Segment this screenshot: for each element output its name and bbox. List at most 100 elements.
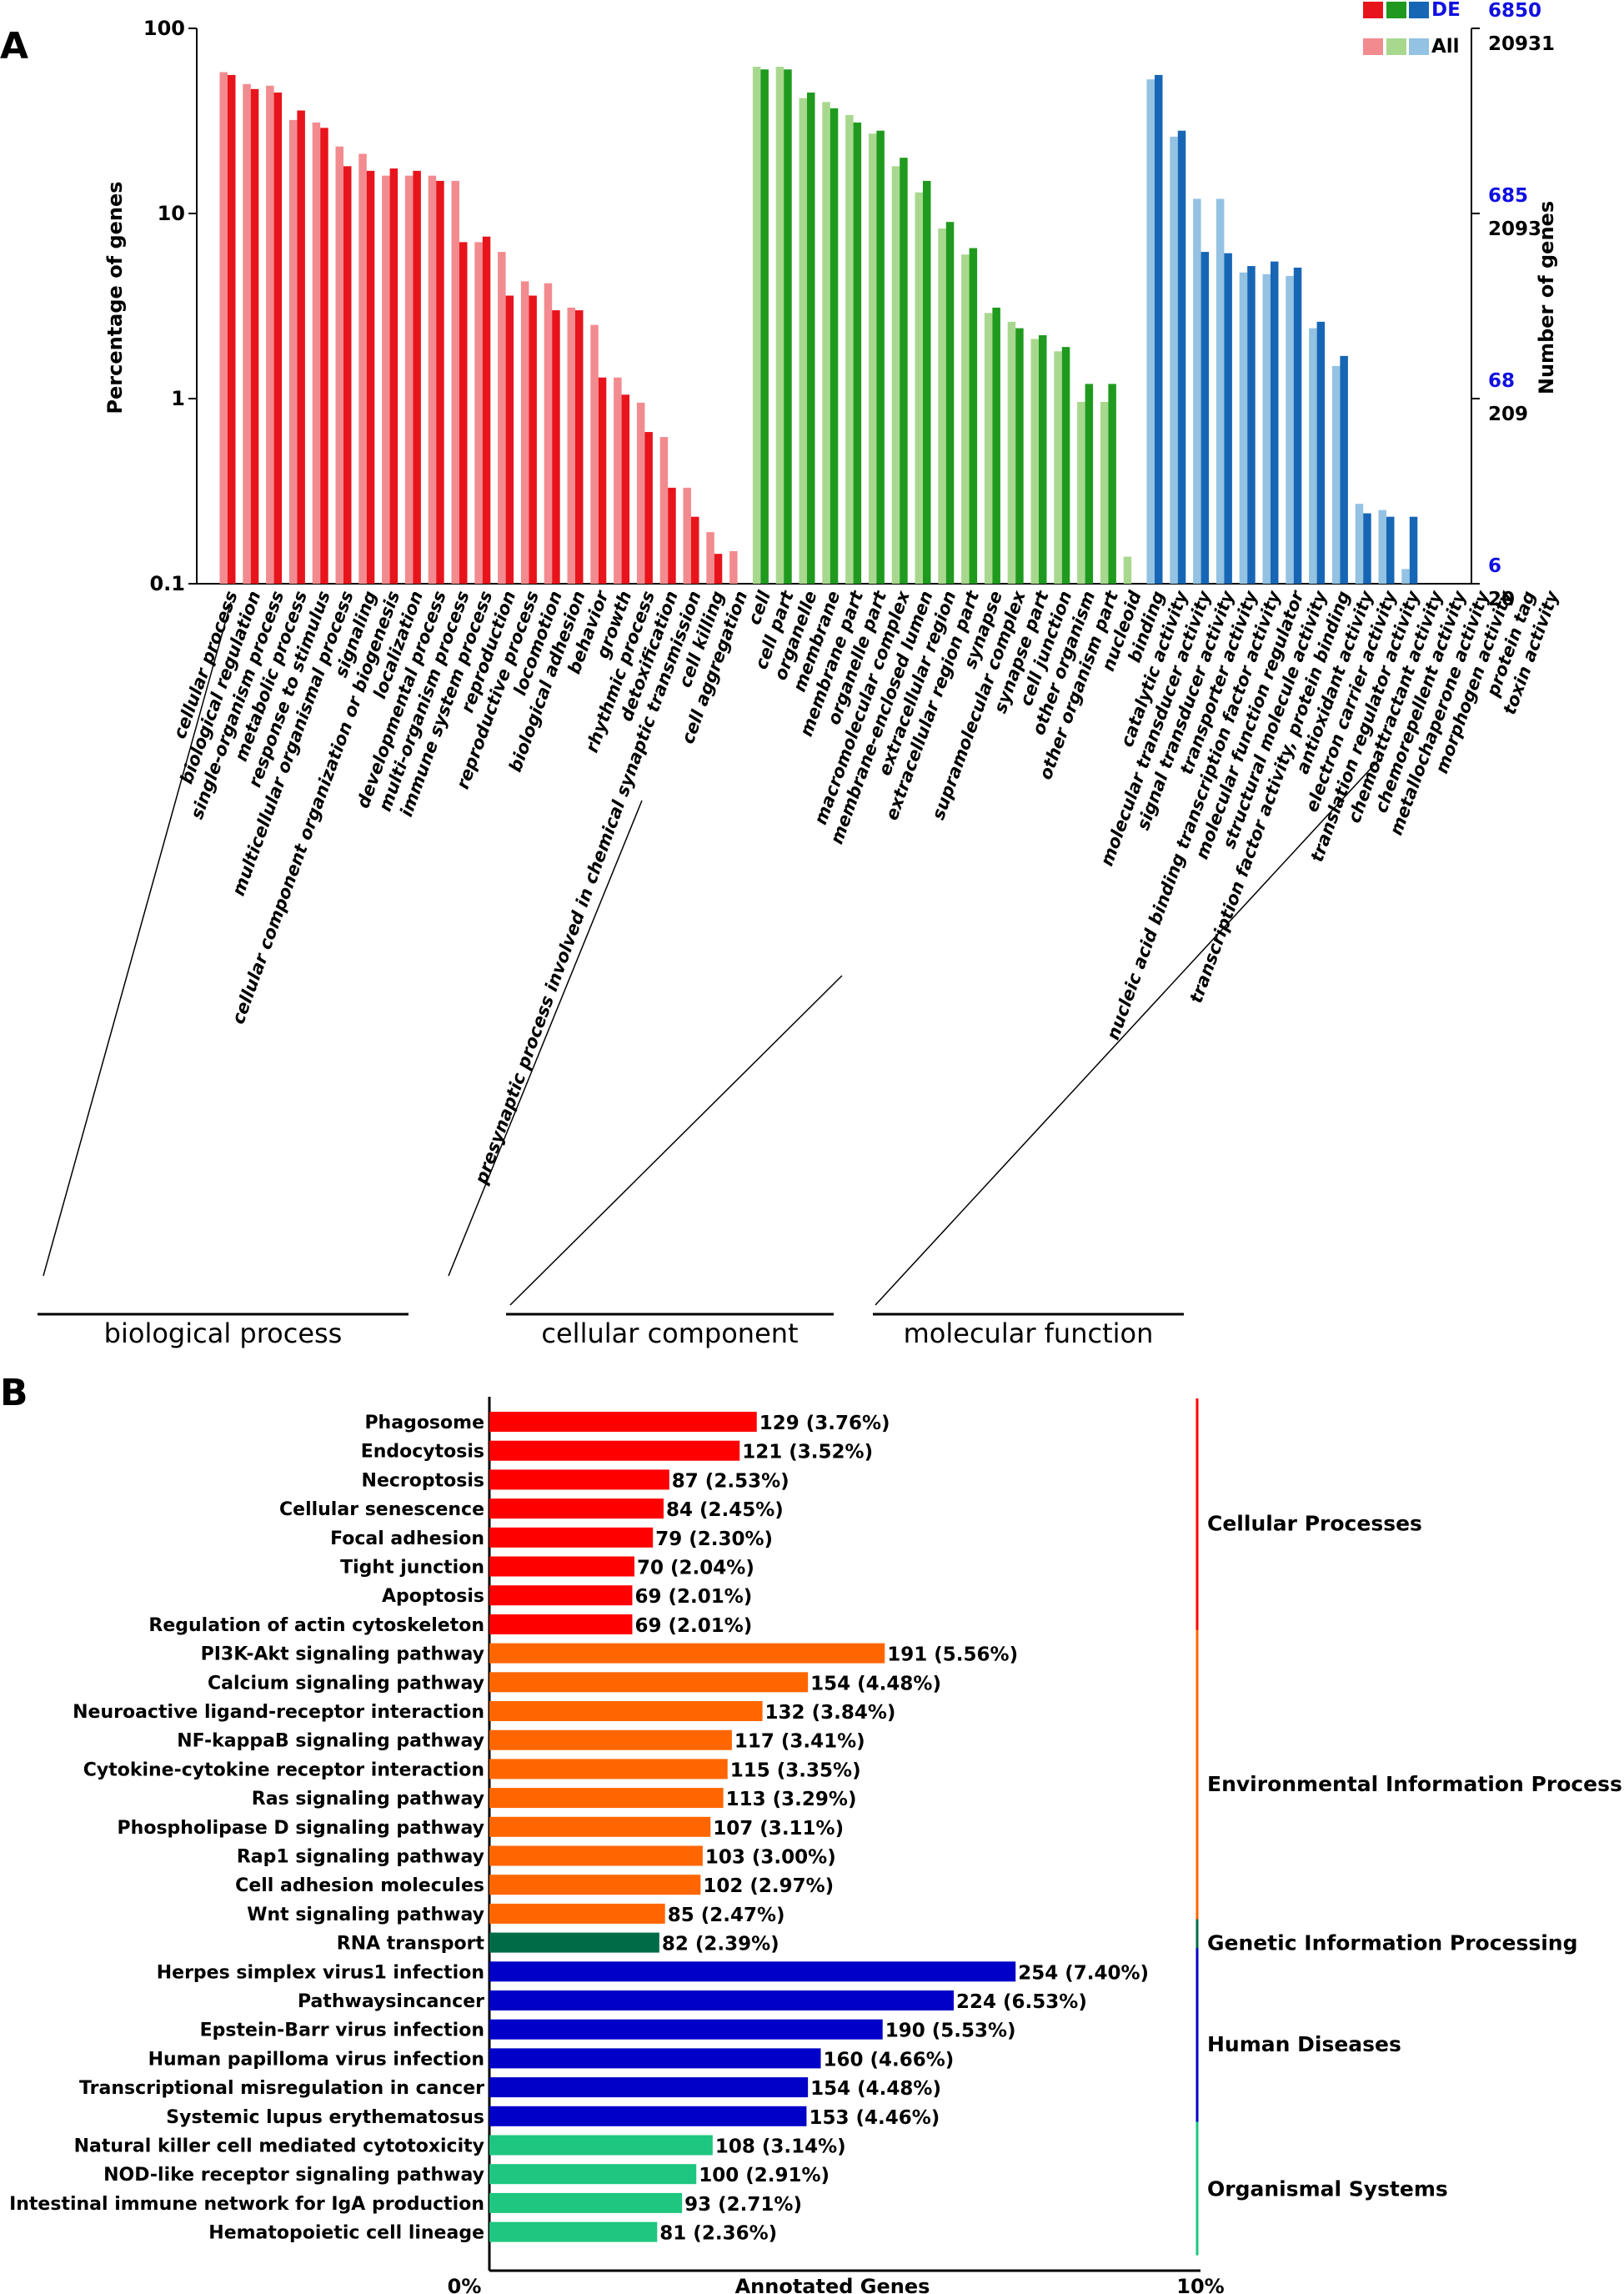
- label-connector: [43, 601, 232, 1277]
- bar-mf-all: [1309, 328, 1317, 584]
- kegg-category-label: Epstein-Barr virus infection: [200, 2020, 484, 2041]
- kegg-group-label: Genetic Information Processing: [1207, 1931, 1578, 1955]
- bar-bp-all: [659, 437, 669, 584]
- y-tick-label-left: 1: [171, 387, 185, 410]
- kegg-category-label: Pathwaysincancer: [298, 1991, 484, 2012]
- bar-bp-de: [297, 110, 305, 584]
- bar-bp-de: [482, 236, 491, 584]
- bar-cc-all: [938, 228, 946, 584]
- bar-bp-all: [428, 175, 437, 584]
- bar-bp-de: [413, 170, 421, 584]
- kegg-value-label: 254 (7.40%): [1018, 1962, 1149, 1984]
- bar-bp-de: [644, 432, 653, 584]
- kegg-category-label: Cellular senescence: [279, 1499, 484, 1520]
- kegg-category-label: Intestinal immune network for IgA produc…: [9, 2194, 484, 2215]
- bar-cc-de: [1015, 328, 1024, 584]
- bar-mf-de: [1271, 261, 1279, 584]
- legend-swatch-mf-all: [1409, 38, 1429, 55]
- bar-bp-all: [706, 532, 714, 584]
- kegg-category-label: Herpes simplex virus1 infection: [157, 1962, 484, 1983]
- bar-cc-all: [984, 313, 993, 584]
- kegg-bar: [489, 1556, 635, 1577]
- bar-cc-all: [1030, 339, 1039, 584]
- y-tick-label-right-all: 20931: [1488, 33, 1555, 55]
- bar-cc-all: [1077, 401, 1085, 584]
- bar-cc-all: [1007, 321, 1016, 584]
- kegg-value-label: 93 (2.71%): [684, 2194, 802, 2216]
- bar-bp-de: [552, 310, 560, 584]
- kegg-value-label: 81 (2.36%): [659, 2223, 777, 2245]
- bar-mf-de: [1155, 74, 1163, 584]
- bar-mf-all: [1331, 365, 1341, 584]
- kegg-bar: [489, 1875, 701, 1895]
- y-tick-label-right-de: 68: [1488, 370, 1515, 392]
- bar-bp-all: [358, 153, 367, 585]
- kegg-bar: [489, 1729, 732, 1750]
- go-annotation-chart: 1006850209311068520931682090.1620cellula…: [38, 0, 1563, 1349]
- bar-mf-de: [1247, 266, 1256, 584]
- kegg-bar: [489, 2164, 697, 2185]
- x-tick-label: 10%: [1176, 2275, 1224, 2294]
- bar-bp-all: [382, 175, 390, 584]
- kegg-bar: [489, 1469, 669, 1490]
- bar-bp-all: [288, 119, 298, 585]
- bar-cc-all: [822, 102, 830, 585]
- kegg-category-label: NF-kappaB signaling pathway: [177, 1731, 484, 1752]
- bar-cc-all: [1100, 401, 1109, 584]
- kegg-value-label: 87 (2.53%): [672, 1470, 789, 1492]
- bar-bp-all: [243, 83, 251, 584]
- bar-cc-all: [1123, 556, 1132, 584]
- y-axis-label-left: Percentage of genes: [103, 181, 127, 414]
- bar-bp-de: [389, 168, 398, 585]
- legend-swatch-bp-de: [1363, 2, 1383, 18]
- bar-bp-all: [219, 72, 228, 584]
- bar-cc-all: [799, 98, 807, 584]
- bar-mf-all: [1401, 569, 1410, 584]
- kegg-group-label: Human Diseases: [1207, 2032, 1401, 2056]
- bar-bp-all: [590, 324, 599, 584]
- kegg-value-label: 121 (3.52%): [742, 1442, 873, 1463]
- bar-bp-de: [366, 170, 375, 584]
- bar-bp-de: [505, 295, 514, 584]
- bar-cc-de: [1061, 347, 1070, 584]
- kegg-bar: [489, 2192, 683, 2213]
- kegg-bar: [489, 2019, 883, 2040]
- legend-label-all: All: [1431, 36, 1460, 58]
- label-connector: [448, 800, 643, 1277]
- bar-bp-de: [459, 242, 468, 584]
- kegg-bar: [489, 1585, 633, 1606]
- bar-mf-all: [1215, 198, 1225, 585]
- bar-bp-de: [575, 310, 584, 584]
- bar-mf-de: [1363, 513, 1371, 584]
- kegg-category-label: Regulation of actin cytoskeleton: [148, 1615, 484, 1636]
- kegg-value-label: 84 (2.45%): [666, 1499, 784, 1521]
- bar-mf-all: [1239, 272, 1248, 584]
- y-tick-label-right-de: 6850: [1488, 0, 1541, 22]
- kegg-group-label: Environmental Information Processing: [1207, 1772, 1624, 1796]
- bar-bp-de: [714, 554, 723, 584]
- y-axis-label-right: Number of genes: [1535, 201, 1558, 394]
- bar-bp-all: [404, 175, 414, 584]
- kegg-value-label: 160 (4.66%): [823, 2049, 954, 2071]
- kegg-category-label: Hematopoietic cell lineage: [208, 2223, 484, 2244]
- bar-cc-de: [900, 158, 908, 585]
- bar-cc-de: [853, 122, 862, 584]
- bar-cc-all: [845, 115, 854, 585]
- kegg-value-label: 103 (3.00%): [705, 1847, 836, 1869]
- bar-cc-de: [992, 307, 1000, 584]
- kegg-bar: [489, 1701, 763, 1721]
- kegg-category-label: Calcium signaling pathway: [208, 1673, 484, 1694]
- kegg-bar: [489, 1816, 711, 1837]
- bar-mf-all: [1193, 198, 1201, 585]
- kegg-bar: [489, 1498, 664, 1519]
- kegg-category-label: Neuroactive ligand-receptor interaction: [73, 1702, 484, 1723]
- kegg-category-label: Apoptosis: [382, 1586, 484, 1607]
- panel-label-b: B: [0, 1372, 28, 1414]
- kegg-category-label: Focal adhesion: [330, 1528, 484, 1549]
- bar-bp-all: [636, 402, 645, 584]
- bar-bp-de: [436, 180, 444, 584]
- bar-mf-de: [1224, 253, 1232, 584]
- kegg-bar: [489, 1759, 728, 1779]
- kegg-category-label: Necroptosis: [362, 1470, 484, 1491]
